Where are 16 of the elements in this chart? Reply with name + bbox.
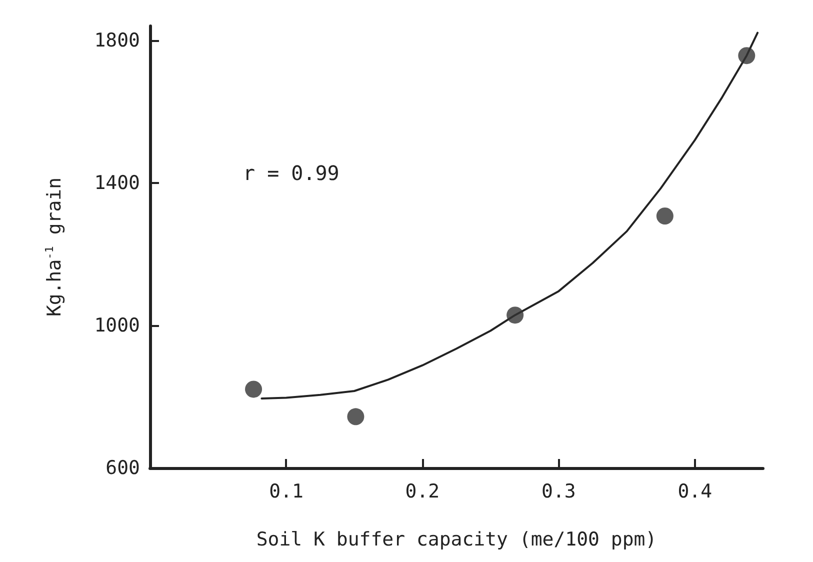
x-axis-title: Soil K buffer capacity (me/100 ppm) — [256, 528, 657, 550]
y-tick-label: 1000 — [94, 314, 140, 336]
x-tick-label: 0.1 — [269, 480, 304, 502]
y-tick-label: 600 — [106, 457, 140, 479]
point — [738, 47, 756, 64]
y-tick-label: 1800 — [94, 29, 140, 52]
point — [245, 380, 262, 398]
annotation: r = 0.99 — [243, 161, 340, 185]
point — [347, 408, 364, 426]
point — [506, 306, 524, 324]
x-tick-label: 0.2 — [405, 480, 440, 502]
x-tick-label: 0.4 — [678, 480, 712, 502]
y-axis-title: Kg.ha-1 grain — [43, 177, 66, 317]
x-tick-label: 0.3 — [542, 480, 576, 502]
point — [656, 207, 674, 224]
y-tick-label: 1400 — [94, 172, 140, 194]
